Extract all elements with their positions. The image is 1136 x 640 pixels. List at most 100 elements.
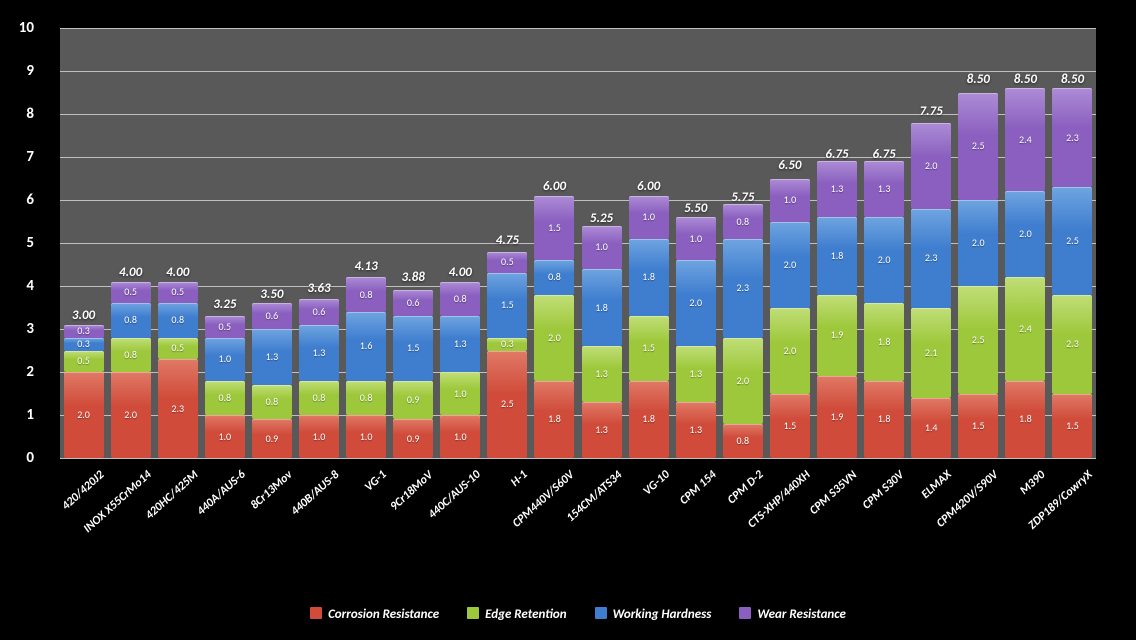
x-category-label: VG-10 bbox=[640, 468, 672, 499]
bar-total-label: 3.25 bbox=[199, 297, 251, 312]
segment-value-label: 1.3 bbox=[676, 425, 716, 435]
legend-label: Edge Retention bbox=[485, 607, 566, 622]
bar-segment-edge: 0.5 bbox=[158, 338, 198, 360]
y-tick-label: 8 bbox=[0, 105, 34, 123]
segment-value-label: 1.4 bbox=[911, 423, 951, 433]
legend-label: Wear Resistance bbox=[757, 607, 846, 622]
segment-value-label: 2.0 bbox=[770, 346, 810, 356]
bar-segment-edge: 1.5 bbox=[629, 316, 669, 381]
bar-segment-edge: 2.3 bbox=[1052, 295, 1092, 394]
x-category-label: 420/420J2 bbox=[59, 468, 107, 513]
segment-value-label: 1.0 bbox=[629, 212, 669, 222]
bar-segment-hardness: 0.3 bbox=[64, 338, 104, 351]
bar-segment-corrosion: 1.4 bbox=[911, 398, 951, 458]
bar-segment-wear: 1.3 bbox=[817, 161, 857, 217]
bar-segment-wear: 1.3 bbox=[864, 161, 904, 217]
bar-total-label: 8.50 bbox=[999, 72, 1051, 87]
bar-segment-hardness: 1.0 bbox=[205, 338, 245, 381]
segment-value-label: 1.8 bbox=[629, 414, 669, 424]
bar-segment-corrosion: 2.0 bbox=[111, 372, 151, 458]
x-category-label: 8Cr13Mov bbox=[248, 468, 295, 513]
bar-segment-corrosion: 1.8 bbox=[534, 381, 574, 458]
legend-label: Working Hardness bbox=[613, 607, 712, 622]
legend-swatch bbox=[467, 607, 479, 619]
bar-segment-corrosion: 1.3 bbox=[676, 402, 716, 458]
segment-value-label: 1.5 bbox=[534, 223, 574, 233]
bar-total-label: 3.63 bbox=[293, 281, 345, 296]
bar-total-label: 5.75 bbox=[717, 190, 769, 205]
bar-segment-hardness: 1.8 bbox=[629, 239, 669, 316]
segment-value-label: 2.0 bbox=[723, 376, 763, 386]
bar-segment-edge: 1.0 bbox=[440, 372, 480, 415]
y-tick-label: 7 bbox=[0, 148, 34, 166]
bar-segment-wear: 0.5 bbox=[487, 252, 527, 274]
segment-value-label: 0.8 bbox=[111, 315, 151, 325]
bar-segment-wear: 0.6 bbox=[252, 303, 292, 329]
bar-segment-hardness: 0.8 bbox=[534, 260, 574, 294]
segment-value-label: 0.8 bbox=[440, 294, 480, 304]
bar-segment-corrosion: 1.8 bbox=[864, 381, 904, 458]
bar-segment-wear: 1.0 bbox=[770, 179, 810, 222]
segment-value-label: 2.0 bbox=[111, 410, 151, 420]
bar-segment-hardness: 2.0 bbox=[676, 260, 716, 346]
segment-value-label: 1.8 bbox=[1005, 414, 1045, 424]
legend-item-hardness: Working Hardness bbox=[595, 607, 712, 622]
y-tick-label: 4 bbox=[0, 277, 34, 295]
bar-segment-corrosion: 2.5 bbox=[487, 351, 527, 459]
bar-total-label: 4.13 bbox=[340, 259, 392, 274]
bar-segment-corrosion: 1.0 bbox=[205, 415, 245, 458]
segment-value-label: 1.9 bbox=[817, 330, 857, 340]
bar-segment-hardness: 2.0 bbox=[1005, 191, 1045, 277]
x-category-label: CPM S30V bbox=[860, 468, 907, 512]
segment-value-label: 2.5 bbox=[1052, 236, 1092, 246]
bar-total-label: 8.50 bbox=[1046, 72, 1098, 87]
segment-value-label: 2.0 bbox=[64, 410, 104, 420]
segment-value-label: 2.3 bbox=[158, 404, 198, 414]
segment-value-label: 0.5 bbox=[158, 343, 198, 353]
bar-segment-corrosion: 1.0 bbox=[346, 415, 386, 458]
segment-value-label: 1.0 bbox=[582, 242, 622, 252]
segment-value-label: 0.8 bbox=[205, 393, 245, 403]
segment-value-label: 0.5 bbox=[64, 356, 104, 366]
segment-value-label: 0.6 bbox=[299, 307, 339, 317]
bar-segment-edge: 0.9 bbox=[393, 381, 433, 420]
bar-segment-edge: 2.0 bbox=[534, 295, 574, 381]
segment-value-label: 1.3 bbox=[582, 369, 622, 379]
bar-segment-corrosion: 1.0 bbox=[299, 415, 339, 458]
segment-value-label: 1.6 bbox=[346, 341, 386, 351]
bar-segment-hardness: 2.3 bbox=[911, 209, 951, 308]
segment-value-label: 2.0 bbox=[911, 161, 951, 171]
segment-value-label: 1.8 bbox=[534, 414, 574, 424]
bar-segment-edge: 1.3 bbox=[676, 346, 716, 402]
y-tick-label: 3 bbox=[0, 320, 34, 338]
bar-segment-corrosion: 1.8 bbox=[629, 381, 669, 458]
bar-segment-corrosion: 2.0 bbox=[64, 372, 104, 458]
segment-value-label: 1.5 bbox=[629, 343, 669, 353]
segment-value-label: 2.0 bbox=[958, 238, 998, 248]
bar-segment-edge: 0.3 bbox=[487, 338, 527, 351]
bar-total-label: 6.50 bbox=[764, 158, 816, 173]
bar-total-label: 8.50 bbox=[952, 72, 1004, 87]
legend-label: Corrosion Resistance bbox=[328, 607, 439, 622]
bar-segment-edge: 0.5 bbox=[64, 351, 104, 373]
bar-total-label: 6.00 bbox=[528, 179, 580, 194]
segment-value-label: 2.3 bbox=[911, 253, 951, 263]
segment-value-label: 0.9 bbox=[393, 395, 433, 405]
y-tick-label: 5 bbox=[0, 234, 34, 252]
bar-segment-wear: 2.0 bbox=[911, 123, 951, 209]
bar-segment-edge: 1.3 bbox=[582, 346, 622, 402]
bar-segment-wear: 0.8 bbox=[723, 204, 763, 238]
segment-value-label: 0.5 bbox=[158, 287, 198, 297]
bar-segment-edge: 2.1 bbox=[911, 308, 951, 398]
segment-value-label: 1.0 bbox=[440, 389, 480, 399]
segment-value-label: 0.3 bbox=[64, 339, 104, 349]
segment-value-label: 1.3 bbox=[864, 184, 904, 194]
bar-total-label: 3.00 bbox=[58, 308, 110, 323]
segment-value-label: 1.8 bbox=[582, 303, 622, 313]
legend: Corrosion Resistance Edge Retention Workin… bbox=[10, 607, 1136, 622]
bar-segment-hardness: 0.8 bbox=[111, 303, 151, 337]
segment-value-label: 1.0 bbox=[205, 354, 245, 364]
bar-segment-hardness: 0.8 bbox=[158, 303, 198, 337]
segment-value-label: 1.3 bbox=[676, 369, 716, 379]
segment-value-label: 0.6 bbox=[252, 311, 292, 321]
